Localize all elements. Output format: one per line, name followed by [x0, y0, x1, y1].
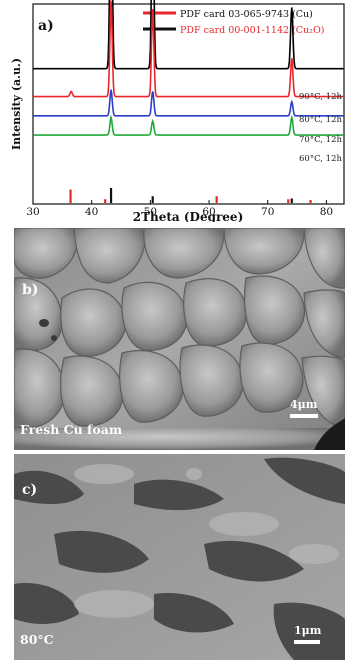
x-axis-title: 2Theta (Degree) — [133, 210, 244, 222]
xrd-chart: a) PDF card 03-065-9743 (Cu) PDF card 00… — [10, 0, 345, 222]
curve-label-80: 80°C, 12h — [299, 115, 342, 125]
scale-bar-c — [294, 640, 320, 644]
series-line-2 — [33, 89, 344, 117]
panel-c-caption: 80°C — [20, 632, 54, 647]
legend-label-cu: PDF card 03-065-9743 (Cu) — [180, 9, 313, 20]
panel-c-label: c) — [22, 482, 38, 498]
reference-lines — [69, 188, 312, 203]
sem-image-80c: c) 1μm 80°C — [14, 454, 345, 660]
x-tick-label: 50 — [144, 206, 157, 218]
x-tick-label: 30 — [26, 206, 39, 218]
plot-frame — [32, 3, 345, 205]
x-tick-label: 60 — [202, 206, 215, 218]
curve-label-70: 70°C, 12h — [299, 135, 342, 145]
scale-bar-b — [290, 414, 318, 418]
sem-texture-b — [14, 228, 345, 450]
series-layer — [33, 0, 344, 136]
curve-label-90: 90°C, 12h — [299, 92, 342, 102]
x-tick-label: 70 — [261, 206, 274, 218]
scale-bar-label-c: 1μm — [294, 624, 322, 637]
x-tick-label: 40 — [85, 206, 98, 218]
panel-b-label: b) — [22, 282, 39, 298]
legend: PDF card 03-065-9743 (Cu) PDF card 00-00… — [143, 9, 324, 36]
series-line-0 — [33, 0, 344, 70]
scale-bar-label-b: 4μm — [290, 398, 318, 411]
xrd-chart-panel: a) PDF card 03-065-9743 (Cu) PDF card 00… — [0, 0, 345, 222]
x-axis-ticks: 30 40 50 60 70 80 — [26, 200, 333, 218]
series-line-1 — [33, 0, 344, 98]
x-tick-label: 80 — [320, 206, 333, 218]
series-line-3 — [33, 114, 344, 136]
legend-label-cu2o: PDF card 00-001-1142 (Cu₂O) — [180, 25, 324, 36]
y-axis-title: Intensity (a.u.) — [10, 58, 23, 150]
curve-label-60: 60°C, 12h — [299, 154, 342, 164]
sem-texture-c — [14, 454, 345, 660]
panel-a-label: a) — [38, 18, 54, 34]
panel-b-caption: Fresh Cu foam — [20, 422, 123, 437]
curve-labels: 90°C, 12h 80°C, 12h 70°C, 12h 60°C, 12h — [299, 92, 342, 164]
sem-image-fresh-foam: b) 4μm Fresh Cu foam — [14, 228, 345, 450]
